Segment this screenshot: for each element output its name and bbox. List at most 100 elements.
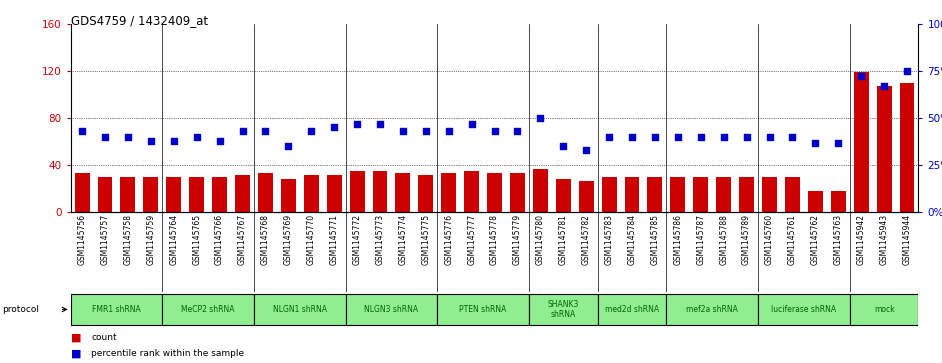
Bar <box>372 171 387 212</box>
FancyBboxPatch shape <box>437 294 528 325</box>
Point <box>464 121 479 127</box>
Point <box>189 134 204 140</box>
Bar <box>143 177 158 212</box>
Text: GSM1145772: GSM1145772 <box>352 214 362 265</box>
Bar <box>739 177 754 212</box>
FancyBboxPatch shape <box>71 294 162 325</box>
Point <box>831 140 846 146</box>
Point <box>625 134 640 140</box>
Bar <box>785 177 800 212</box>
Point <box>647 134 662 140</box>
Bar <box>327 175 342 212</box>
Text: percentile rank within the sample: percentile rank within the sample <box>91 350 245 358</box>
Text: med2d shRNA: med2d shRNA <box>605 305 659 314</box>
Text: GSM1145763: GSM1145763 <box>834 214 843 265</box>
Text: GDS4759 / 1432409_at: GDS4759 / 1432409_at <box>71 15 208 28</box>
Text: GSM1145778: GSM1145778 <box>490 214 499 265</box>
Bar <box>487 174 502 212</box>
Point <box>900 68 915 74</box>
Text: GSM1145944: GSM1145944 <box>902 214 912 265</box>
Text: GSM1145757: GSM1145757 <box>101 214 109 265</box>
Text: GSM1145760: GSM1145760 <box>765 214 774 265</box>
Text: GSM1145789: GSM1145789 <box>742 214 751 265</box>
Point <box>97 134 112 140</box>
Bar <box>98 177 112 212</box>
Text: GSM1145779: GSM1145779 <box>513 214 522 265</box>
Text: GSM1145767: GSM1145767 <box>238 214 247 265</box>
Point <box>166 138 181 143</box>
Text: SHANK3
shRNA: SHANK3 shRNA <box>547 300 579 319</box>
FancyBboxPatch shape <box>666 294 758 325</box>
Bar <box>647 177 662 212</box>
Text: count: count <box>91 333 117 342</box>
Point <box>739 134 755 140</box>
Point <box>441 128 456 134</box>
Bar <box>762 177 777 212</box>
Bar <box>236 175 250 212</box>
FancyBboxPatch shape <box>254 294 346 325</box>
FancyBboxPatch shape <box>597 294 666 325</box>
Bar <box>831 191 846 212</box>
FancyBboxPatch shape <box>850 294 918 325</box>
Point <box>716 134 731 140</box>
Point <box>693 134 708 140</box>
Point <box>533 115 548 121</box>
Bar <box>716 177 731 212</box>
Bar <box>464 171 479 212</box>
Bar <box>625 177 640 212</box>
Bar <box>418 175 433 212</box>
Point <box>877 83 892 89</box>
Point <box>853 74 869 79</box>
Bar <box>556 179 571 212</box>
FancyBboxPatch shape <box>758 294 850 325</box>
FancyBboxPatch shape <box>346 294 437 325</box>
Point <box>143 138 158 143</box>
Text: GSM1145785: GSM1145785 <box>650 214 659 265</box>
Text: ■: ■ <box>71 349 81 359</box>
Bar <box>693 177 708 212</box>
Text: GSM1145762: GSM1145762 <box>811 214 820 265</box>
Text: protocol: protocol <box>2 305 39 314</box>
Text: GSM1145756: GSM1145756 <box>77 214 87 265</box>
Text: PTEN shRNA: PTEN shRNA <box>460 305 507 314</box>
Point <box>121 134 136 140</box>
Text: GSM1145773: GSM1145773 <box>376 214 384 265</box>
Bar <box>441 174 456 212</box>
Text: GSM1145775: GSM1145775 <box>421 214 430 265</box>
Point <box>349 121 365 127</box>
Bar <box>853 72 869 212</box>
Text: NLGN1 shRNA: NLGN1 shRNA <box>273 305 327 314</box>
Point <box>602 134 617 140</box>
Point <box>372 121 387 127</box>
Bar <box>349 171 365 212</box>
Text: GSM1145766: GSM1145766 <box>215 214 224 265</box>
Point <box>74 128 89 134</box>
Point <box>303 128 318 134</box>
Bar <box>877 86 891 212</box>
Point <box>212 138 227 143</box>
Bar <box>258 174 273 212</box>
Point <box>556 143 571 149</box>
Text: GSM1145771: GSM1145771 <box>330 214 339 265</box>
Text: GSM1145768: GSM1145768 <box>261 214 270 265</box>
Point <box>762 134 777 140</box>
Bar <box>510 174 525 212</box>
Text: ■: ■ <box>71 333 81 343</box>
Point <box>578 147 593 153</box>
Bar <box>121 177 136 212</box>
Text: GSM1145759: GSM1145759 <box>146 214 155 265</box>
Bar <box>74 174 89 212</box>
Text: MeCP2 shRNA: MeCP2 shRNA <box>182 305 235 314</box>
FancyBboxPatch shape <box>528 294 597 325</box>
Bar <box>189 177 204 212</box>
Bar <box>212 177 227 212</box>
Point <box>418 128 433 134</box>
Text: GSM1145776: GSM1145776 <box>445 214 453 265</box>
Point <box>487 128 502 134</box>
Text: GSM1145780: GSM1145780 <box>536 214 544 265</box>
Text: mock: mock <box>874 305 894 314</box>
Text: luciferase shRNA: luciferase shRNA <box>771 305 836 314</box>
Text: GSM1145781: GSM1145781 <box>559 214 568 265</box>
FancyBboxPatch shape <box>162 294 254 325</box>
Bar <box>578 180 593 212</box>
